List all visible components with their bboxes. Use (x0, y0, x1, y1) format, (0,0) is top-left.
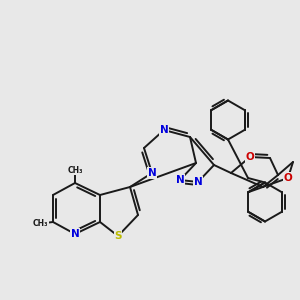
Text: N: N (160, 125, 168, 135)
Text: N: N (176, 175, 184, 185)
Text: CH₃: CH₃ (67, 166, 83, 175)
Text: O: O (284, 173, 292, 183)
Text: N: N (148, 168, 156, 178)
Text: N: N (70, 229, 80, 239)
Text: S: S (114, 231, 122, 241)
Text: N: N (194, 177, 202, 187)
Text: CH₃: CH₃ (33, 219, 48, 228)
Text: O: O (246, 152, 254, 162)
